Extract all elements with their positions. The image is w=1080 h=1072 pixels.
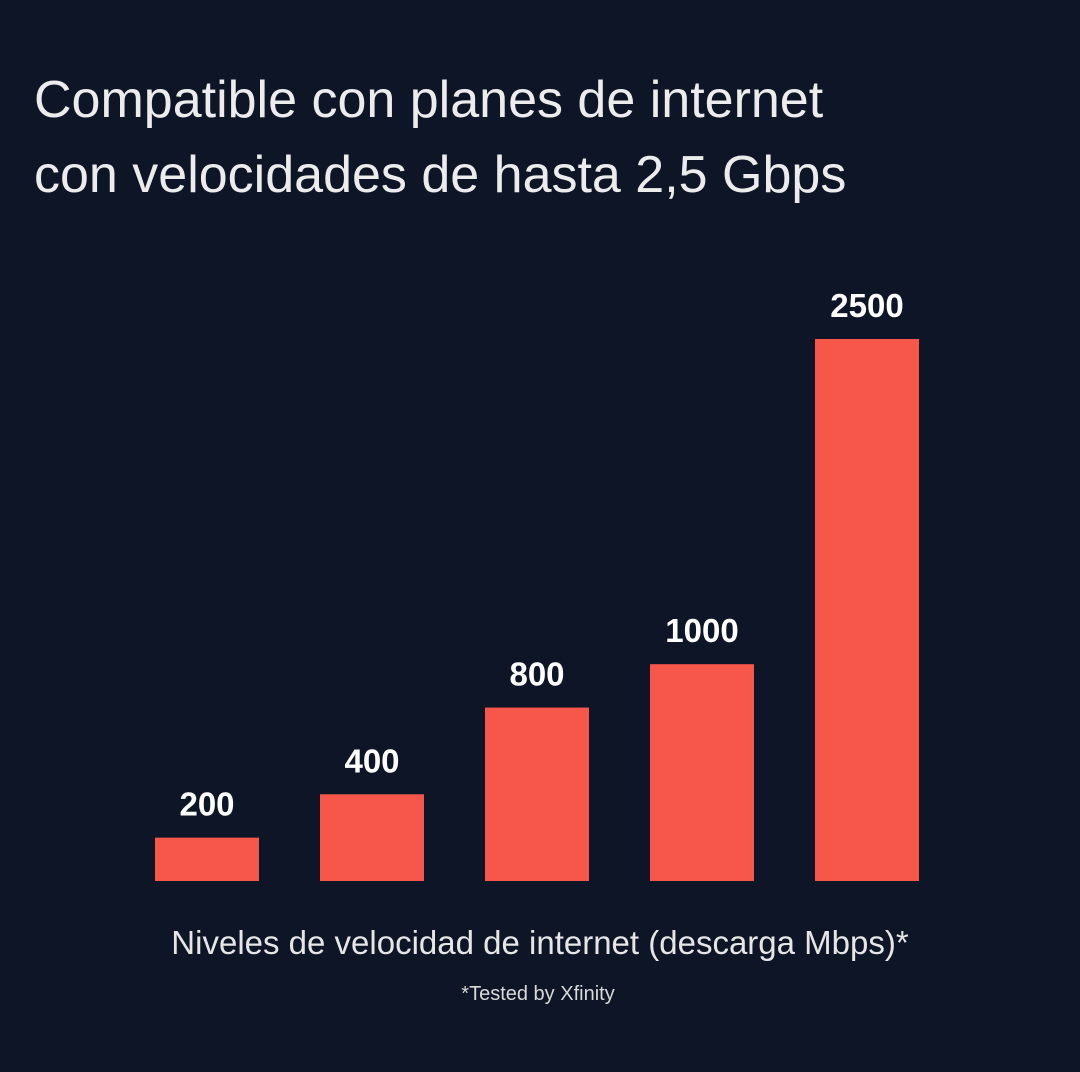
footnote: *Tested by Xfinity (461, 983, 614, 1005)
chart-title: con velocidades de hasta 2,5 Gbps (34, 146, 846, 204)
bar (320, 794, 424, 881)
bar (650, 664, 754, 881)
bar (815, 339, 919, 881)
value-label: 400 (344, 742, 399, 779)
bar (485, 707, 589, 881)
value-label: 800 (509, 656, 564, 693)
value-label: 2500 (830, 287, 903, 324)
x-axis-label: Niveles de velocidad de internet (descar… (171, 924, 909, 961)
bar (155, 837, 259, 881)
value-label: 1000 (665, 612, 738, 649)
value-label: 200 (179, 786, 234, 823)
chart-title: Compatible con planes de internet (34, 71, 824, 129)
